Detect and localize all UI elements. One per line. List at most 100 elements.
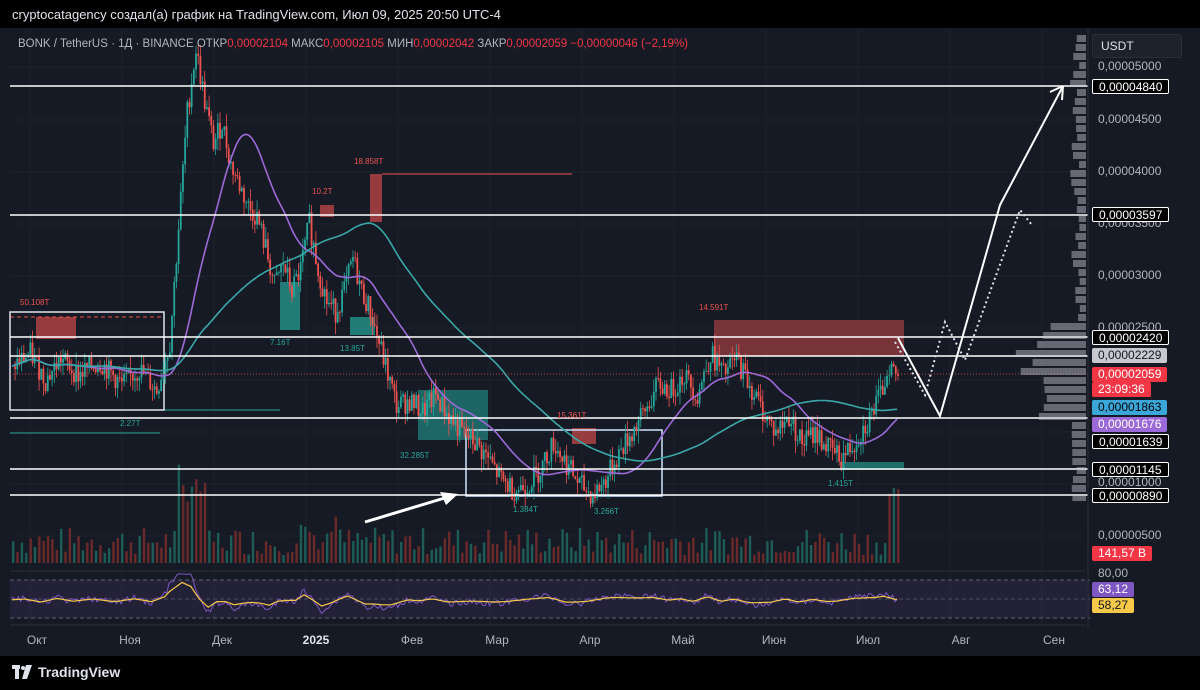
volume-bar (500, 551, 503, 563)
candle-body (552, 437, 555, 451)
candle (768, 415, 771, 426)
candle (875, 385, 878, 419)
candle-body (101, 371, 104, 375)
volume-bar (408, 536, 412, 563)
candle (755, 388, 758, 399)
volume-bar (251, 531, 255, 563)
candle-body (812, 427, 814, 444)
candle-body (631, 436, 633, 441)
candle (753, 389, 755, 405)
candle (822, 441, 825, 451)
volume-bar (400, 541, 403, 563)
candle (46, 367, 49, 393)
time-tick-label: Сен (1043, 633, 1065, 647)
candle-body (184, 137, 187, 165)
candle-body (485, 449, 487, 453)
candle (75, 352, 78, 392)
candle (676, 383, 679, 398)
candle (421, 396, 424, 421)
symbol-name[interactable]: BONK / TetherUS · 1Д · BINANCE (18, 38, 194, 50)
candle (598, 482, 601, 493)
volume-profile-bar (1073, 53, 1086, 60)
volume-bar (125, 551, 128, 563)
volume-bar (168, 547, 172, 563)
candle (386, 348, 389, 389)
candle (855, 434, 858, 461)
volume-profile-bar (1071, 422, 1086, 429)
candle (354, 251, 357, 263)
candle (136, 375, 139, 391)
candle (179, 183, 182, 231)
candle (748, 375, 751, 398)
candle (192, 67, 195, 86)
candle (240, 186, 243, 192)
volume-bar (465, 541, 468, 563)
candle-body (648, 406, 651, 408)
candle-body (312, 242, 315, 246)
volume-bar (866, 534, 869, 563)
volume-bar (862, 554, 865, 563)
volume-profile-bar (1078, 269, 1086, 276)
range-box (9, 311, 165, 411)
volume-profile-bar (1077, 197, 1086, 204)
candle-body (332, 298, 335, 305)
candle (223, 125, 226, 136)
candle (131, 373, 134, 391)
tradingview-logo[interactable]: TradingView (12, 664, 120, 680)
volume-bar (264, 541, 268, 563)
candle-body (46, 375, 49, 391)
candle (345, 266, 348, 294)
candle (149, 364, 152, 391)
candle (515, 489, 518, 504)
candle-body (362, 283, 365, 304)
candle-body (301, 249, 304, 263)
price-tick-label: 0,00001000 (1098, 475, 1162, 489)
candle (219, 112, 221, 151)
order-block-zone (370, 174, 382, 222)
candle (262, 219, 265, 255)
candle-body (783, 422, 786, 428)
currency-button[interactable]: USDT (1092, 34, 1182, 58)
candle (613, 460, 616, 482)
price-tick-label: 0,00004000 (1098, 164, 1162, 178)
volume-bar (46, 536, 50, 563)
candle-body (469, 429, 472, 439)
candle-body (22, 352, 25, 362)
candle (567, 455, 570, 480)
volume-bar (604, 537, 608, 563)
candle (271, 272, 274, 284)
volume-bar (539, 552, 542, 563)
annotation-label: 1.384T (513, 505, 538, 514)
candle-body (445, 413, 448, 417)
volume-bar (600, 540, 603, 563)
candle-body (253, 220, 256, 225)
candle-body (829, 437, 832, 440)
candle-body (136, 378, 139, 381)
candle-body (572, 460, 575, 477)
candle (243, 184, 245, 215)
volume-bar (155, 542, 159, 563)
candle-body (657, 378, 660, 379)
candle-body (456, 419, 459, 437)
candle-body (742, 363, 745, 380)
candle-body (519, 484, 522, 491)
candle-body (282, 264, 285, 266)
candle-body (798, 429, 801, 441)
candle (112, 367, 115, 382)
candle-body (430, 392, 433, 408)
candle (456, 413, 459, 446)
candle (722, 358, 725, 367)
candle-body (679, 376, 681, 393)
volume-profile-bar (1072, 449, 1086, 456)
candle-body (703, 371, 705, 383)
candle-body (868, 411, 871, 433)
candle-body (380, 341, 383, 344)
candle (635, 422, 638, 436)
candle-body (280, 265, 282, 273)
candle (236, 168, 239, 180)
volume-bar (199, 491, 202, 563)
candle (332, 291, 335, 315)
candle (648, 400, 651, 412)
candle (175, 261, 178, 289)
